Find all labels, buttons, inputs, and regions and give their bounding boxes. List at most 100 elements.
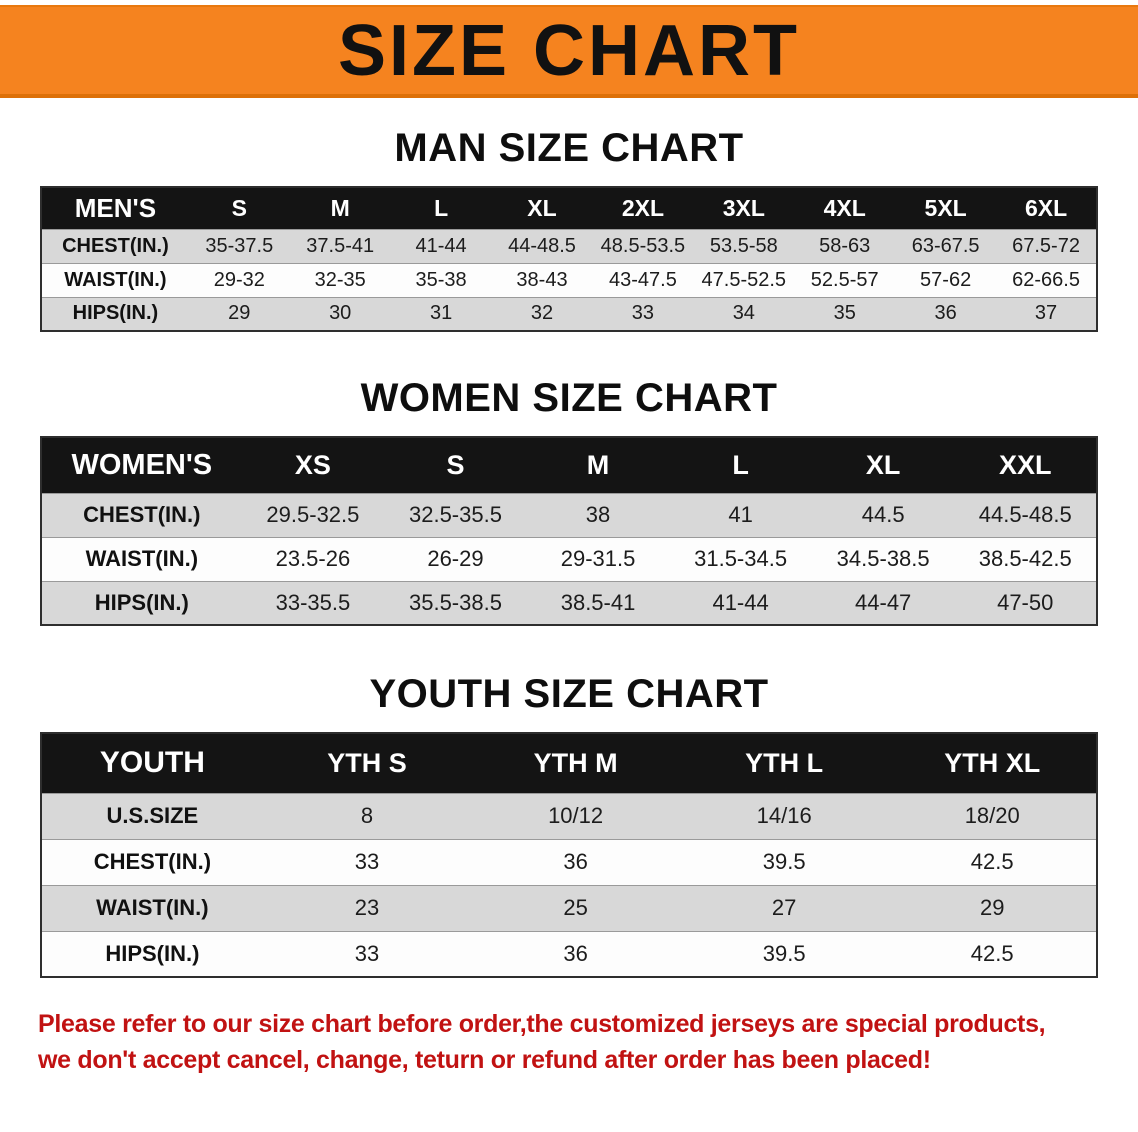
- row-label: HIPS(IN.): [105, 940, 200, 966]
- size-value-cell: 36: [563, 940, 588, 966]
- size-column-header: YTH L: [745, 747, 824, 778]
- size-value-cell: 26-29: [427, 546, 484, 571]
- size-value-cell: 33-35.5: [275, 589, 351, 615]
- table-header-row: WOMEN'S XS S M L XL XXL: [41, 437, 1097, 493]
- men-size-section: MAN SIZE CHART MEN'S S M L XL 2XL 3XL 4XL 5XL 6XL…: [0, 126, 1138, 332]
- measurement-row: U.S.SIZE 8 10/12 14/16 18/20: [41, 793, 1097, 839]
- size-value-cell: 35-38: [415, 268, 467, 291]
- size-value-cell: 38.5-42.5: [978, 546, 1072, 571]
- row-label: CHEST(IN.): [83, 502, 201, 527]
- measurement-row: HIPS(IN.) 33 36 39.5 42.5: [41, 931, 1097, 977]
- size-value-cell: 41-44: [712, 589, 769, 615]
- size-value-cell: 14/16: [756, 803, 812, 828]
- measurement-row: WAIST(IN.) 29-32 32-35 35-38 38-43 43-47.5 47.…: [41, 263, 1097, 297]
- size-value-cell: 23.5-26: [275, 546, 351, 571]
- size-value-cell: 41-44: [415, 234, 467, 257]
- size-value-cell: 67.5-72: [1012, 234, 1080, 257]
- size-value-cell: 57-62: [920, 268, 972, 291]
- size-column-header: YTH M: [533, 747, 618, 778]
- size-column-header: YTH XL: [944, 747, 1041, 778]
- table-header-row: MEN'S S M L XL 2XL 3XL 4XL 5XL 6XL: [41, 187, 1097, 229]
- men-size-table: MEN'S S M L XL 2XL 3XL 4XL 5XL 6XL CHEST(IN.) 35-37…: [40, 186, 1098, 332]
- size-value-cell: 32.5-35.5: [408, 502, 502, 527]
- size-value-cell: 33: [354, 940, 380, 966]
- size-value-cell: 52.5-57: [810, 268, 879, 291]
- size-value-cell: 41: [728, 502, 753, 527]
- size-column-header: XS: [294, 449, 331, 480]
- youth-size-section: YOUTH SIZE CHART YOUTH YTH S YTH M YTH L YTH…: [0, 672, 1138, 978]
- size-value-cell: 39.5: [762, 849, 806, 874]
- size-value-cell: 35: [833, 302, 856, 325]
- size-value-cell: 58-63: [819, 234, 871, 257]
- men-section-heading: MAN SIZE CHART: [394, 126, 744, 170]
- size-column-header: XL: [527, 194, 557, 221]
- measurement-row: WAIST(IN.) 23 25 27 29: [41, 885, 1097, 931]
- size-value-cell: 32-35: [314, 268, 366, 291]
- size-value-cell: 44.5-48.5: [978, 502, 1072, 527]
- size-value-cell: 53.5-58: [709, 234, 778, 257]
- women-size-table: WOMEN'S XS S M L XL XXL CHEST(IN.) 29.5-32.5 32.5…: [40, 436, 1098, 626]
- size-value-cell: 25: [563, 895, 588, 920]
- disclaimer-line-1: Please refer to our size chart before or…: [38, 1010, 1046, 1038]
- size-value-cell: 31.5-34.5: [694, 546, 788, 571]
- row-label: CHEST(IN.): [62, 234, 169, 257]
- size-value-cell: 23: [354, 895, 380, 920]
- size-value-cell: 38.5-41: [560, 589, 636, 615]
- size-column-header: YTH S: [327, 747, 407, 778]
- size-value-cell: 44-47: [855, 589, 912, 615]
- size-value-cell: 48.5-53.5: [600, 234, 686, 257]
- youth-size-table: YOUTH YTH S YTH M YTH L YTH XL U.S.SIZE 8 10/12…: [40, 732, 1098, 978]
- size-value-cell: 44.5: [861, 502, 905, 527]
- size-value-cell: 47-50: [997, 589, 1054, 615]
- size-value-cell: 33: [354, 849, 380, 874]
- table-title-cell: WOMEN'S: [71, 448, 213, 481]
- measurement-row: HIPS(IN.) 33-35.5 35.5-38.5 38.5-41 41-44 44-…: [41, 581, 1097, 625]
- table-title-cell: MEN'S: [74, 192, 157, 223]
- size-value-cell: 36: [563, 849, 588, 874]
- size-value-cell: 30: [329, 302, 352, 325]
- row-label: HIPS(IN.): [72, 302, 159, 325]
- size-value-cell: 29: [228, 302, 251, 325]
- size-value-cell: 42.5: [970, 849, 1014, 874]
- size-value-cell: 31: [429, 302, 453, 325]
- women-size-section: WOMEN SIZE CHART WOMEN'S XS S M L XL XXL CHEST(…: [0, 376, 1138, 626]
- size-column-header: 5XL: [924, 194, 967, 221]
- banner-title: SIZE CHART: [338, 10, 800, 91]
- size-value-cell: 38: [585, 502, 611, 527]
- size-column-header: M: [586, 449, 610, 480]
- size-column-header: M: [330, 194, 350, 221]
- size-column-header: 3XL: [722, 194, 765, 221]
- row-label: CHEST(IN.): [93, 849, 212, 874]
- size-value-cell: 34.5-38.5: [836, 546, 930, 571]
- size-value-cell: 39.5: [762, 940, 806, 966]
- size-value-cell: 10/12: [548, 803, 604, 828]
- row-label: WAIST(IN.): [85, 546, 199, 571]
- table-header-row: YOUTH YTH S YTH M YTH L YTH XL: [41, 733, 1097, 793]
- size-column-header: 4XL: [823, 194, 866, 221]
- women-section-heading: WOMEN SIZE CHART: [360, 376, 778, 420]
- size-value-cell: 18/20: [964, 803, 1020, 828]
- size-value-cell: 42.5: [970, 940, 1014, 966]
- size-value-cell: 34: [732, 302, 755, 325]
- size-value-cell: 43-47.5: [608, 268, 677, 291]
- disclaimer-line-2: we don't accept cancel, change, teturn o…: [38, 1046, 931, 1075]
- size-value-cell: 37: [1034, 302, 1058, 325]
- row-label: WAIST(IN.): [64, 268, 167, 291]
- measurement-row: CHEST(IN.) 35-37.5 37.5-41 41-44 44-48.5 48.5…: [41, 229, 1097, 263]
- size-column-header: 6XL: [1024, 194, 1068, 221]
- size-value-cell: 29.5-32.5: [266, 502, 360, 527]
- size-value-cell: 35.5-38.5: [408, 589, 502, 615]
- size-value-cell: 44-48.5: [508, 234, 576, 257]
- row-label: WAIST(IN.): [96, 895, 209, 920]
- size-value-cell: 8: [360, 803, 374, 828]
- size-value-cell: 33: [631, 302, 655, 325]
- banner: SIZE CHART: [0, 5, 1138, 98]
- size-column-header: S: [231, 194, 247, 221]
- size-value-cell: 29: [979, 895, 1005, 920]
- size-value-cell: 36: [934, 302, 957, 325]
- size-column-header: 2XL: [621, 194, 664, 221]
- size-column-header: L: [732, 449, 749, 480]
- size-value-cell: 27: [771, 895, 797, 920]
- size-value-cell: 62-66.5: [1012, 268, 1080, 291]
